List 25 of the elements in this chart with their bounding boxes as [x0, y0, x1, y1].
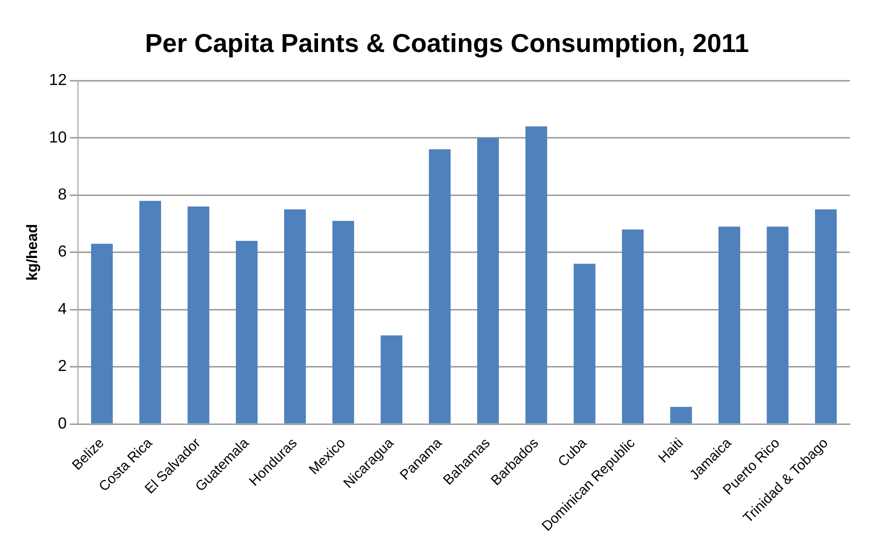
y-tick-label: 6: [58, 244, 67, 261]
bar: [766, 226, 788, 424]
bar: [91, 244, 113, 424]
y-tick-label: 10: [49, 129, 67, 146]
bar: [477, 138, 499, 424]
bar: [718, 226, 740, 424]
chart-title: Per Capita Paints & Coatings Consumption, 2011: [144, 28, 750, 60]
y-tick-label: 8: [58, 186, 67, 204]
y-axis-title: kg/head: [24, 224, 42, 281]
bar: [380, 335, 402, 424]
bar: [428, 149, 451, 424]
bar: [525, 126, 548, 424]
bar: [284, 209, 306, 424]
y-tick-label: 12: [49, 72, 67, 90]
bar: [188, 206, 210, 424]
bar: [815, 209, 837, 424]
y-tick-label: 4: [58, 300, 67, 318]
bar: [139, 200, 162, 424]
bar: [332, 220, 354, 424]
bar: [574, 264, 596, 424]
bar: [622, 229, 644, 424]
bar: [670, 406, 692, 424]
bar: [236, 240, 258, 424]
y-tick-label: 2: [58, 358, 67, 376]
y-tick-label: 0: [58, 415, 67, 432]
